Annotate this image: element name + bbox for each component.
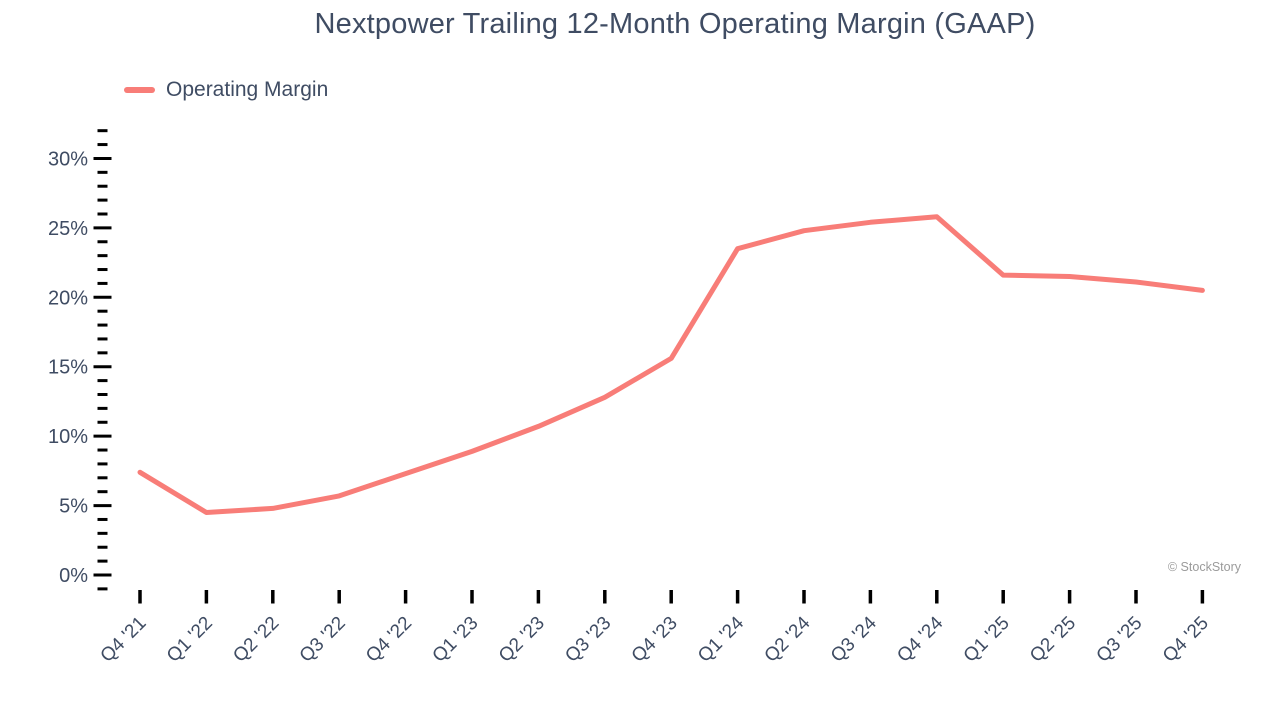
x-axis-tick-label: Q3 '23 bbox=[561, 613, 615, 667]
y-axis-tick-label: 30% bbox=[48, 148, 88, 170]
watermark: © StockStory bbox=[1167, 560, 1241, 574]
x-axis-tick-label: Q3 '24 bbox=[827, 612, 881, 666]
y-axis-tick-label: 15% bbox=[48, 357, 88, 379]
y-axis-tick-label: 5% bbox=[59, 496, 88, 518]
x-axis-tick-label: Q2 '25 bbox=[1026, 613, 1080, 667]
x-axis-tick-label: Q2 '22 bbox=[229, 613, 283, 667]
legend-label: Operating Margin bbox=[166, 78, 329, 101]
operating-margin-line bbox=[137, 214, 1205, 515]
y-axis: 0% 5% 10% 15% 20% 25% 30% bbox=[48, 129, 112, 591]
x-axis-tick-label: Q1 '24 bbox=[694, 612, 748, 666]
chart-title: Nextpower Trailing 12-Month Operating Ma… bbox=[314, 8, 1036, 40]
legend-line-swatch-icon bbox=[124, 87, 155, 93]
x-axis: Q4 '21 Q1 '22 Q2 '22 Q3 '22 Q4 '22 Q1 '23 Q2 '… bbox=[97, 590, 1213, 667]
x-axis-tick-label: Q4 '21 bbox=[97, 613, 151, 667]
x-axis-tick-label: Q3 '25 bbox=[1093, 613, 1147, 667]
x-axis-tick-label: Q2 '23 bbox=[495, 613, 549, 667]
x-axis-tick-label: Q1 '22 bbox=[163, 613, 217, 667]
y-axis-tick-label: 10% bbox=[48, 426, 88, 448]
x-axis-tick-label: Q1 '25 bbox=[960, 613, 1014, 667]
x-axis-tick-label: Q3 '22 bbox=[296, 613, 350, 667]
x-axis-tick-label: Q1 '23 bbox=[429, 613, 483, 667]
x-axis-tick-label: Q4 '24 bbox=[893, 612, 947, 666]
y-axis-tick-label: 20% bbox=[48, 287, 88, 309]
x-axis-tick-label: Q4 '23 bbox=[628, 613, 682, 667]
x-axis-tick-label: Q2 '24 bbox=[761, 612, 815, 666]
x-axis-tick-label: Q4 '22 bbox=[362, 613, 416, 667]
x-axis-tick-label: Q4 '25 bbox=[1159, 613, 1213, 667]
y-axis-tick-label: 25% bbox=[48, 218, 88, 240]
y-axis-tick-label: 0% bbox=[59, 565, 88, 587]
legend: Operating Margin bbox=[124, 78, 328, 102]
